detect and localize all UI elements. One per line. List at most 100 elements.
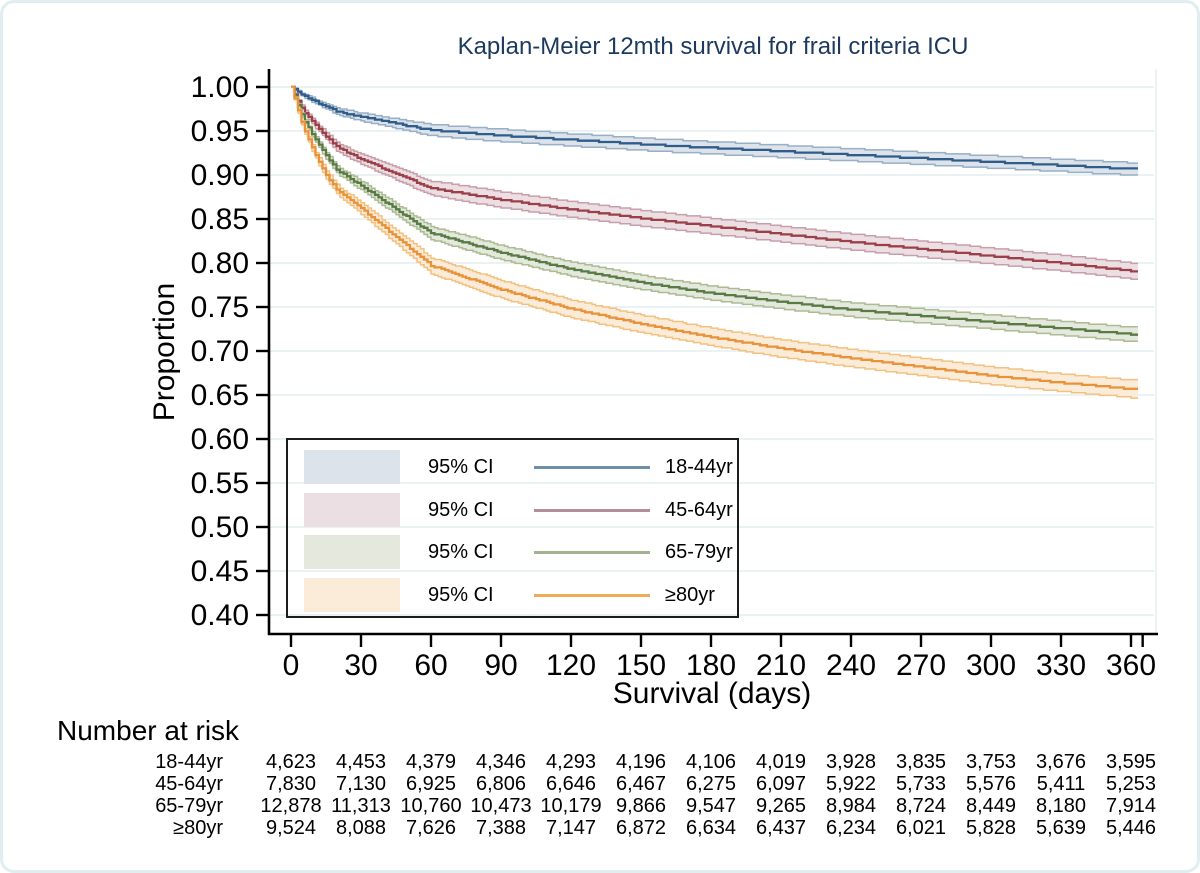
risk-count: 6,234 xyxy=(825,817,877,839)
risk-count: 7,388 xyxy=(475,817,527,839)
x-tick-label: 90 xyxy=(484,649,517,682)
risk-count: 3,753 xyxy=(965,751,1017,773)
ci-upper-edge-≥80yr xyxy=(291,85,1138,381)
legend-row-18-44yr: 95% CI 18-44yr xyxy=(288,449,737,485)
risk-table-heading: Number at risk xyxy=(57,715,240,746)
x-tick-label: 120 xyxy=(546,649,596,682)
legend-row-≥80yr: 95% CI ≥80yr xyxy=(288,577,737,613)
y-tick-label: 0.90 xyxy=(191,159,249,192)
risk-count: 10,473 xyxy=(470,795,532,817)
ci-band-65-79yr xyxy=(291,86,1138,342)
x-tick-label: 360 xyxy=(1106,649,1156,682)
risk-count: 6,925 xyxy=(405,773,457,795)
x-tick-label: 270 xyxy=(896,649,946,682)
legend-series-label: 45-64yr xyxy=(665,498,733,521)
risk-row-label: 45-64yr xyxy=(155,773,223,795)
survival-curve-≥80yr xyxy=(291,85,1138,390)
risk-count: 4,453 xyxy=(335,751,387,773)
legend-line-≥80yr xyxy=(534,593,650,597)
legend-line-45-64yr xyxy=(534,508,650,512)
y-tick-label: 0.45 xyxy=(191,555,249,588)
y-tick-label: 0.70 xyxy=(191,335,249,368)
ci-lower-edge-18-44yr xyxy=(291,85,1138,176)
x-tick-label: 180 xyxy=(686,649,736,682)
ci-upper-edge-65-79yr xyxy=(291,85,1138,328)
risk-row-label: 18-44yr xyxy=(155,751,223,773)
risk-count: 6,646 xyxy=(545,773,597,795)
risk-row-≥80yr: ≥80yr 9,524 8,088 7,626 7,388 7,147 6,872 6,634… xyxy=(3,817,1197,839)
risk-row-label: 65-79yr xyxy=(155,795,223,817)
risk-count: 6,021 xyxy=(895,817,947,839)
risk-count: 7,914 xyxy=(1105,795,1157,817)
survival-curve-18-44yr xyxy=(291,85,1138,170)
risk-row-label: ≥80yr xyxy=(173,817,223,839)
y-tick-label: 0.75 xyxy=(191,291,249,324)
risk-count: 8,180 xyxy=(1035,795,1087,817)
x-tick-label: 210 xyxy=(756,649,806,682)
risk-count: 6,467 xyxy=(615,773,667,795)
risk-count: 9,265 xyxy=(755,795,807,817)
legend-series-label: ≥80yr xyxy=(665,583,715,606)
risk-count: 6,437 xyxy=(755,817,807,839)
risk-count: 8,449 xyxy=(965,795,1017,817)
legend-series-label: 65-79yr xyxy=(665,541,733,563)
legend-ci-swatch-18-44yr xyxy=(304,450,400,484)
risk-count: 5,411 xyxy=(1036,773,1086,795)
risk-count: 4,623 xyxy=(265,751,317,773)
risk-count: 4,019 xyxy=(755,751,807,773)
risk-count: 8,088 xyxy=(335,817,387,839)
legend-row-65-79yr: 95% CI 65-79yr xyxy=(288,534,737,570)
risk-count: 6,872 xyxy=(615,817,667,839)
legend-ci-label: 95% CI xyxy=(428,498,494,521)
km-plot-canvas: 1.00 0.95 0.90 0.85 0.80 0.75 0.70 0.65 0.60 0.55… xyxy=(191,69,1158,682)
y-axis-title: Proportion xyxy=(148,282,181,422)
risk-count: 8,724 xyxy=(895,795,947,817)
risk-count: 9,524 xyxy=(265,817,317,839)
y-tick-label: 0.40 xyxy=(191,599,249,632)
risk-count: 7,626 xyxy=(405,817,457,839)
y-tick-label: 0.55 xyxy=(191,467,249,500)
x-tick-label: 330 xyxy=(1036,649,1086,682)
y-tick-label: 0.85 xyxy=(191,203,249,236)
risk-count: 11,313 xyxy=(331,795,391,817)
survival-curve-65-79yr xyxy=(291,85,1138,336)
risk-count: 3,676 xyxy=(1035,751,1087,773)
risk-count: 6,275 xyxy=(685,773,737,795)
risk-count: 12,878 xyxy=(260,795,322,817)
risk-count: 10,760 xyxy=(400,795,462,817)
risk-count: 5,639 xyxy=(1035,817,1087,839)
risk-count: 4,196 xyxy=(615,751,667,773)
risk-count: 9,866 xyxy=(615,795,667,817)
risk-row-65-79yr: 65-79yr 12,878 11,313 10,760 10,473 10,179 9,8… xyxy=(3,795,1197,817)
risk-count: 9,547 xyxy=(685,795,737,817)
risk-count: 4,293 xyxy=(545,751,597,773)
legend-ci-swatch-65-79yr xyxy=(304,535,400,569)
risk-count: 10,179 xyxy=(540,795,602,817)
risk-count: 5,828 xyxy=(965,817,1017,839)
legend-ci-swatch-45-64yr xyxy=(304,492,400,527)
legend-line-18-44yr xyxy=(534,466,650,469)
risk-count: 4,106 xyxy=(685,751,737,773)
ci-upper-edge-45-64yr xyxy=(291,85,1138,265)
risk-row-45-64yr: 45-64yr 7,830 7,130 6,925 6,806 6,646 6,467 6,2… xyxy=(3,773,1197,795)
risk-count: 3,928 xyxy=(825,751,877,773)
legend-line-65-79yr xyxy=(534,551,650,554)
legend-row-45-64yr: 95% CI 45-64yr xyxy=(288,492,737,528)
chart-title: Kaplan-Meier 12mth survival for frail cr… xyxy=(457,33,969,60)
risk-count: 5,576 xyxy=(965,773,1017,795)
risk-count: 7,147 xyxy=(545,817,597,839)
ci-upper-edge-18-44yr xyxy=(291,85,1138,164)
risk-count: 7,130 xyxy=(335,773,387,795)
legend-ci-label: 95% CI xyxy=(428,456,494,478)
legend-series-label: 18-44yr xyxy=(665,456,733,478)
risk-count: 5,253 xyxy=(1105,773,1157,795)
risk-row-18-44yr: 18-44yr 4,623 4,453 4,379 4,346 4,293 4,196 4,1… xyxy=(3,751,1197,773)
risk-count: 4,346 xyxy=(475,751,527,773)
survival-curve-45-64yr xyxy=(291,85,1138,273)
risk-count: 6,634 xyxy=(685,817,737,839)
risk-count: 6,806 xyxy=(475,773,527,795)
risk-count: 8,984 xyxy=(825,795,877,817)
y-tick-label: 0.80 xyxy=(191,247,249,280)
ci-lower-edge-≥80yr xyxy=(291,85,1138,399)
